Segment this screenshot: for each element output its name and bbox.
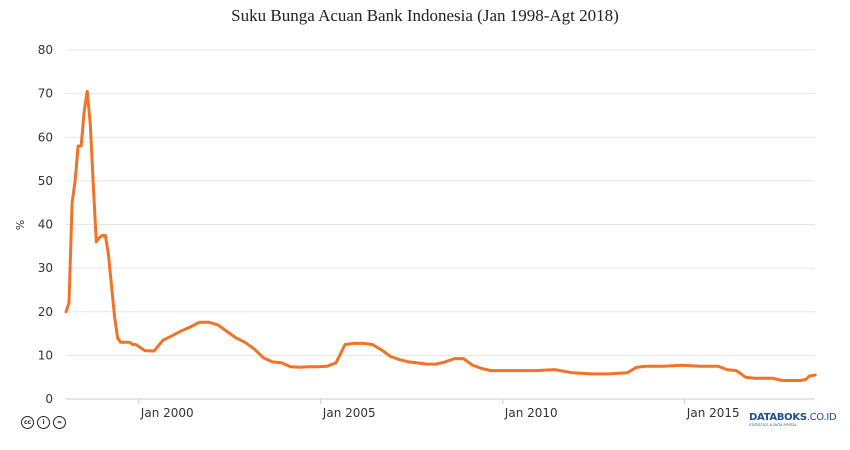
y-tick-label: 40	[38, 218, 53, 232]
y-axis-label: %	[14, 220, 27, 230]
y-tick-label: 70	[38, 87, 53, 101]
y-tick-label: 80	[38, 43, 53, 57]
y-tick-label: 60	[38, 130, 53, 144]
logo-suffix-text: .CO.ID	[806, 412, 837, 423]
cc-icon: cc	[21, 416, 34, 429]
x-tick-label: Jan 2000	[140, 406, 194, 420]
y-tick-label: 30	[38, 261, 53, 275]
chart-title: Suku Bunga Acuan Bank Indonesia (Jan 199…	[231, 6, 619, 25]
gridlines	[66, 49, 815, 400]
logo-tagline: STATISTICS & DATA PORTAL	[749, 423, 797, 427]
y-tick-label: 20	[38, 305, 53, 319]
nd-icon: =	[53, 416, 66, 429]
x-tick-label: Jan 2015	[686, 406, 740, 420]
y-tick-label: 50	[38, 174, 53, 188]
y-tick-label: 10	[38, 348, 53, 362]
x-tick-label: Jan 2010	[504, 406, 558, 420]
license-icons: cc i =	[21, 416, 66, 429]
y-tick-label: 0	[45, 392, 53, 406]
databoks-logo[interactable]: DATABOKS.CO.ID STATISTICS & DATA PORTAL	[749, 412, 837, 428]
y-axis-ticks: 0 10 20 30 40 50 60 70 80	[38, 43, 53, 406]
series-line[interactable]	[64, 89, 817, 382]
logo-main-text: DATABOKS	[749, 412, 807, 423]
x-axis-ticks: Jan 2000 Jan 2005 Jan 2010 Jan 2015	[138, 399, 740, 420]
by-icon: i	[37, 416, 50, 429]
x-tick-label: Jan 2005	[322, 406, 376, 420]
